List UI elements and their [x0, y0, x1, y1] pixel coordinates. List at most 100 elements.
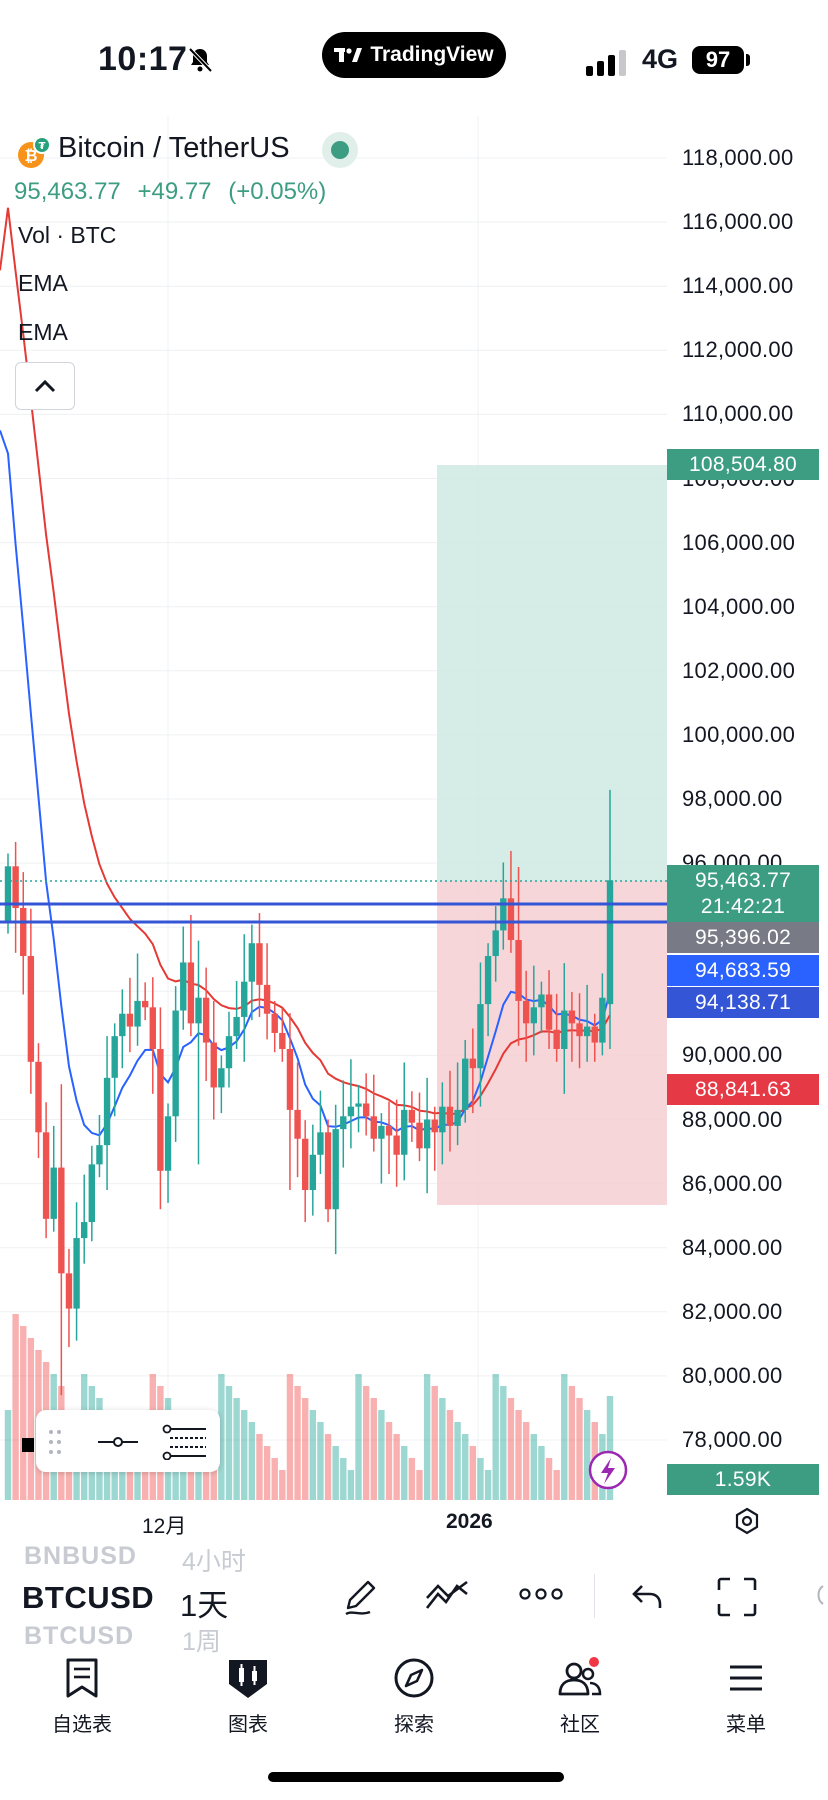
- candle-body: [210, 1042, 217, 1088]
- candle-body: [568, 1010, 576, 1024]
- candle-body: [317, 1132, 324, 1155]
- current-symbol[interactable]: BTCUSD: [22, 1580, 155, 1615]
- candle-body: [477, 1004, 484, 1069]
- candle-body: [324, 1132, 332, 1210]
- price-tick: 100,000.00: [682, 721, 796, 747]
- indicator-ema-1[interactable]: EMA: [18, 270, 68, 296]
- candle-body: [385, 1125, 393, 1136]
- volume-bar: [73, 1470, 80, 1500]
- chart-icon: [229, 1660, 267, 1698]
- volume-bar: [401, 1446, 408, 1500]
- candle-body: [119, 1013, 126, 1037]
- candle-body: [469, 1058, 477, 1069]
- target-price-label: 108,504.80: [667, 449, 819, 480]
- candle-body: [35, 1061, 42, 1133]
- bitcoin-icon: ₿ ₮: [18, 136, 50, 168]
- legend-change: +49.77: [137, 178, 212, 205]
- undo-icon[interactable]: [630, 1582, 664, 1612]
- volume-bar: [507, 1398, 515, 1500]
- current-interval[interactable]: 1天: [180, 1588, 229, 1623]
- price-tick: 104,000.00: [682, 593, 796, 619]
- volume-bar: [492, 1374, 499, 1500]
- tab-label: 自选表: [52, 1714, 112, 1736]
- volume-bar: [256, 1434, 263, 1500]
- candle-body: [149, 1007, 156, 1049]
- drag-handle-icon[interactable]: [48, 1428, 62, 1456]
- signal-icon: [586, 50, 626, 76]
- battery-tip: [746, 54, 750, 66]
- candle-body: [446, 1106, 454, 1126]
- candle-body: [423, 1119, 431, 1149]
- volume-bar: [408, 1458, 416, 1500]
- candle-body: [606, 880, 614, 1005]
- floating-drawing-toolbar[interactable]: [36, 1410, 220, 1472]
- candle-body: [73, 1238, 80, 1309]
- volume-bar: [279, 1470, 286, 1500]
- tab-chart[interactable]: 图表: [188, 1656, 308, 1737]
- candle-body: [599, 997, 606, 1043]
- network-type: 4G: [642, 44, 679, 74]
- tab-community[interactable]: 社区: [520, 1656, 640, 1737]
- volume-bar: [263, 1446, 271, 1500]
- candle-body: [111, 1036, 118, 1078]
- tradingview-pill: TradingView: [322, 32, 506, 78]
- candle-body: [545, 994, 553, 1030]
- price-tick: 86,000.00: [682, 1170, 783, 1196]
- tab-explore[interactable]: 探索: [354, 1656, 474, 1737]
- svg-text:₮: ₮: [39, 141, 46, 152]
- volume-bar: [362, 1386, 370, 1500]
- interval-history-prev[interactable]: 4小时: [182, 1548, 246, 1576]
- settings-icon[interactable]: [732, 1506, 762, 1536]
- candle-body: [347, 1106, 355, 1117]
- volume-bar: [484, 1470, 492, 1500]
- volume-bar: [4, 1410, 12, 1500]
- candle-body: [355, 1103, 362, 1107]
- candle-body: [294, 1109, 301, 1139]
- price-tick: 88,000.00: [682, 1106, 783, 1132]
- pen-draw-icon[interactable]: [340, 1576, 382, 1618]
- long-position-stop-zone[interactable]: [437, 881, 667, 1205]
- candle-body: [256, 943, 263, 985]
- time-tick-dec: 12月: [142, 1515, 187, 1538]
- candle-body: [530, 1007, 537, 1024]
- volume-bar: [309, 1410, 317, 1500]
- collapse-legend-button[interactable]: [15, 362, 75, 410]
- chevron-up-icon: [34, 379, 56, 393]
- candle-body: [225, 1036, 233, 1069]
- fib-retracement-tool-icon[interactable]: [162, 1424, 208, 1460]
- volume-bar: [370, 1398, 377, 1500]
- symbol-history-prev[interactable]: BNBUSD: [24, 1542, 137, 1570]
- more-icon[interactable]: [518, 1586, 564, 1602]
- legend-price-line: 95,463.77 +49.77 (+0.05%): [14, 178, 336, 206]
- candle-body: [462, 1058, 469, 1110]
- alert-lightning-button[interactable]: [588, 1450, 628, 1490]
- trend-tools-icon[interactable]: [424, 1578, 470, 1614]
- symbol-title[interactable]: Bitcoin / TetherUS: [58, 132, 290, 164]
- fullscreen-icon[interactable]: [716, 1576, 758, 1618]
- tab-menu[interactable]: 菜单: [686, 1656, 806, 1737]
- candle-body: [202, 997, 210, 1043]
- candle-body: [195, 997, 202, 1024]
- horizontal-line-tool-icon[interactable]: [96, 1430, 140, 1454]
- status-time: 10:17: [98, 40, 188, 78]
- candle-body: [157, 1048, 164, 1171]
- long-position-target-zone[interactable]: [437, 465, 667, 881]
- indicator-ema-2[interactable]: EMA: [18, 319, 68, 345]
- candle-body: [58, 1167, 65, 1274]
- ema-fast-line: [0, 430, 611, 1137]
- candle-body: [4, 866, 12, 921]
- menu-icon: [730, 1665, 762, 1691]
- interval-history-next[interactable]: 1周: [182, 1628, 221, 1656]
- symbol-history-next[interactable]: BTCUSD: [24, 1622, 135, 1650]
- tab-watchlist[interactable]: 自选表: [22, 1656, 142, 1737]
- candle-body: [362, 1103, 370, 1117]
- volume-bar: [439, 1398, 446, 1500]
- volume-bar: [65, 1458, 73, 1500]
- volume-bar: [317, 1422, 324, 1500]
- indicator-volume[interactable]: Vol · BTC: [18, 222, 117, 248]
- ema-slow-line: [0, 207, 611, 1116]
- volume-bar: [462, 1434, 469, 1500]
- candle-body: [500, 898, 507, 931]
- candle-body: [42, 1132, 50, 1219]
- volume-bar: [477, 1458, 484, 1500]
